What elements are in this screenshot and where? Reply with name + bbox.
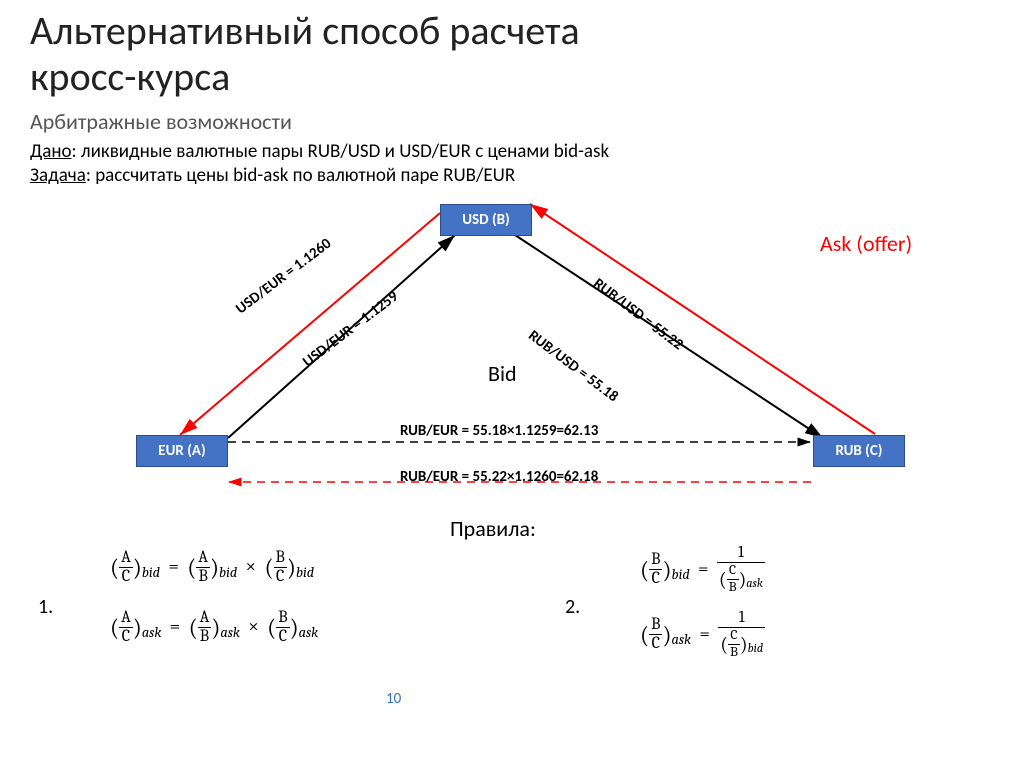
given-line: Дано: ликвидные валютные пары RUB/USD и … bbox=[30, 140, 609, 163]
formula-1-ask: (AC)ask = (AB)ask × (BC)ask bbox=[110, 610, 318, 645]
task-line: Задача: рассчитать цены bid-ask по валют… bbox=[30, 164, 515, 187]
node-usd: USD (B) bbox=[440, 204, 532, 236]
slide-subtitle: Арбитражные возможности bbox=[30, 108, 292, 135]
edge-label-4: RUB/EUR = 55.18×1.1259=62.13 bbox=[400, 422, 598, 440]
page-number: 10 bbox=[386, 690, 401, 708]
formula-2-ask: (BC)ask = 1(CB)bid bbox=[640, 610, 765, 660]
rules-heading: Правила: bbox=[450, 515, 536, 542]
bid-label: Bid bbox=[488, 360, 517, 387]
task-text: : рассчитать цены bid-ask по валютной па… bbox=[86, 164, 515, 187]
slide-title: Альтернативный способ расчета кросс-курс… bbox=[30, 8, 580, 100]
given-label: Дано bbox=[30, 140, 72, 163]
given-text: : ликвидные валютные пары RUB/USD и USD/… bbox=[72, 140, 610, 163]
formula-1-bid: (AC)bid = (AB)bid × (BC)bid bbox=[110, 550, 314, 585]
title-line2: кросс-курса bbox=[30, 52, 230, 101]
rule-2-number: 2. bbox=[565, 595, 580, 619]
task-label: Задача bbox=[30, 164, 86, 187]
node-eur: EUR (A) bbox=[136, 435, 228, 467]
rule-1-number: 1. bbox=[38, 595, 53, 619]
node-rub: RUB (C) bbox=[813, 435, 905, 467]
ask-label: Ask (offer) bbox=[820, 230, 912, 257]
cross-rate-diagram: USD (B)EUR (A)RUB (C) USD/EUR = 1.1260US… bbox=[0, 190, 1024, 490]
formula-2-bid: (BC)bid = 1(CB)ask bbox=[640, 545, 765, 595]
edge-label-5: RUB/EUR = 55.22×1.1260=62.18 bbox=[400, 468, 598, 486]
title-line1: Альтернативный способ расчета bbox=[30, 6, 580, 55]
